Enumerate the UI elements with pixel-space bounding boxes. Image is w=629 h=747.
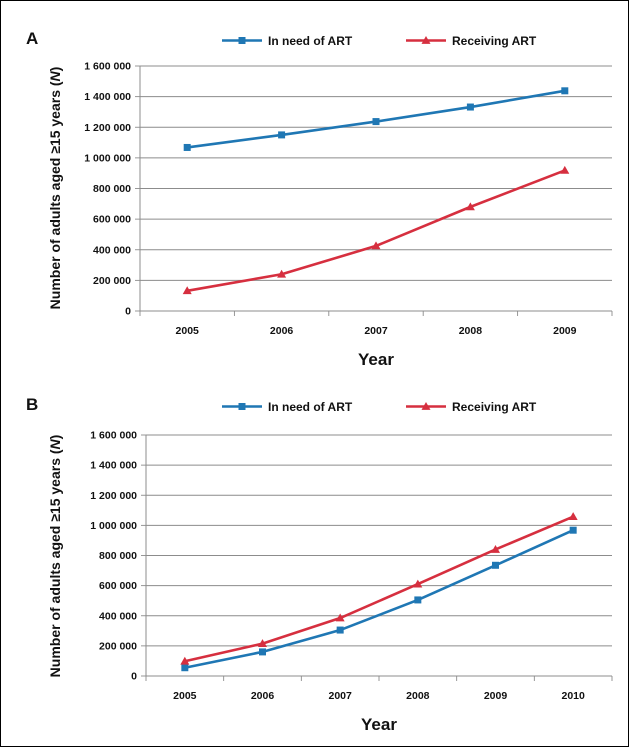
- x-tick-label: 2009: [553, 325, 577, 337]
- data-point: [492, 561, 499, 569]
- data-point: [182, 286, 192, 295]
- legend-label: Receiving ART: [452, 34, 537, 48]
- series-line-receiving: [184, 515, 574, 663]
- y-axis-title: Number of adults aged ≥15 years (N): [47, 435, 63, 678]
- x-tick-label: 2010: [561, 690, 585, 702]
- y-tick-label: 1 600 000: [84, 61, 131, 73]
- y-tick-label: 0: [131, 671, 137, 683]
- data-point: [277, 269, 287, 278]
- legend-swatch-marker: [421, 402, 431, 410]
- y-tick-label: 400 000: [93, 244, 131, 256]
- series-line-in-need: [184, 529, 574, 669]
- data-point: [181, 664, 189, 672]
- y-tick-label: 1 200 000: [90, 490, 137, 502]
- x-tick-label: 2007: [328, 690, 352, 702]
- data-point: [560, 165, 570, 174]
- y-tick-label: 200 000: [93, 275, 131, 287]
- data-point: [371, 241, 381, 250]
- x-tick-label: 2008: [459, 325, 483, 337]
- chart-panel-b: B 0 200 000 400 000 600 000 800 000 1 000 000 1…: [26, 395, 613, 734]
- data-point: [183, 143, 191, 151]
- x-tick-label: 2007: [364, 325, 388, 337]
- y-tick-label: 1 200 000: [84, 122, 131, 134]
- y-tick-label: 800 000: [99, 550, 137, 562]
- x-tick-label: 2006: [251, 690, 275, 702]
- x-axis-title: Year: [358, 350, 394, 369]
- chart-panel-a: A 0 200 000 400 000 600 000 800 000 1 000 000 1…: [26, 29, 613, 369]
- y-tick-label: 600 000: [99, 580, 137, 592]
- data-point: [335, 613, 345, 622]
- legend-swatch-marker: [238, 37, 246, 44]
- x-tick-label: 2009: [484, 690, 508, 702]
- data-point: [259, 648, 266, 656]
- y-tick-label: 0: [125, 306, 131, 318]
- x-tick-label: 2005: [173, 690, 197, 702]
- y-tick-label: 600 000: [93, 214, 131, 226]
- data-point: [569, 526, 577, 534]
- legend-label: Receiving ART: [452, 400, 537, 414]
- y-tick-label: 200 000: [99, 640, 137, 652]
- y-tick-label: 1 000 000: [90, 520, 137, 532]
- y-tick-label: 800 000: [93, 183, 131, 195]
- data-point: [568, 512, 578, 521]
- data-point: [413, 579, 423, 588]
- panel-label: A: [26, 29, 38, 48]
- y-axis-title: Number of adults aged ≥15 years (N): [47, 67, 63, 310]
- data-point: [336, 626, 344, 634]
- data-point: [465, 202, 475, 211]
- x-tick-label: 2008: [406, 690, 430, 702]
- x-axis-title: Year: [361, 715, 397, 734]
- legend-label: In need of ART: [268, 34, 353, 48]
- panel-label: B: [26, 395, 38, 414]
- data-point: [180, 656, 190, 665]
- data-point: [491, 544, 500, 553]
- legend-swatch-marker: [238, 403, 246, 410]
- data-point: [372, 118, 380, 126]
- data-point: [414, 596, 422, 604]
- y-tick-label: 1 600 000: [90, 430, 137, 442]
- data-point: [561, 87, 569, 95]
- data-point: [278, 131, 286, 139]
- legend-swatch-marker: [421, 36, 431, 44]
- y-tick-label: 1 400 000: [90, 460, 137, 472]
- y-tick-label: 1 000 000: [84, 152, 131, 164]
- y-tick-label: 1 400 000: [84, 91, 131, 103]
- data-point: [466, 103, 474, 111]
- x-tick-label: 2005: [176, 325, 200, 337]
- data-point: [258, 639, 267, 647]
- legend-label: In need of ART: [268, 400, 353, 414]
- y-tick-label: 400 000: [99, 610, 137, 622]
- x-tick-label: 2006: [270, 325, 294, 337]
